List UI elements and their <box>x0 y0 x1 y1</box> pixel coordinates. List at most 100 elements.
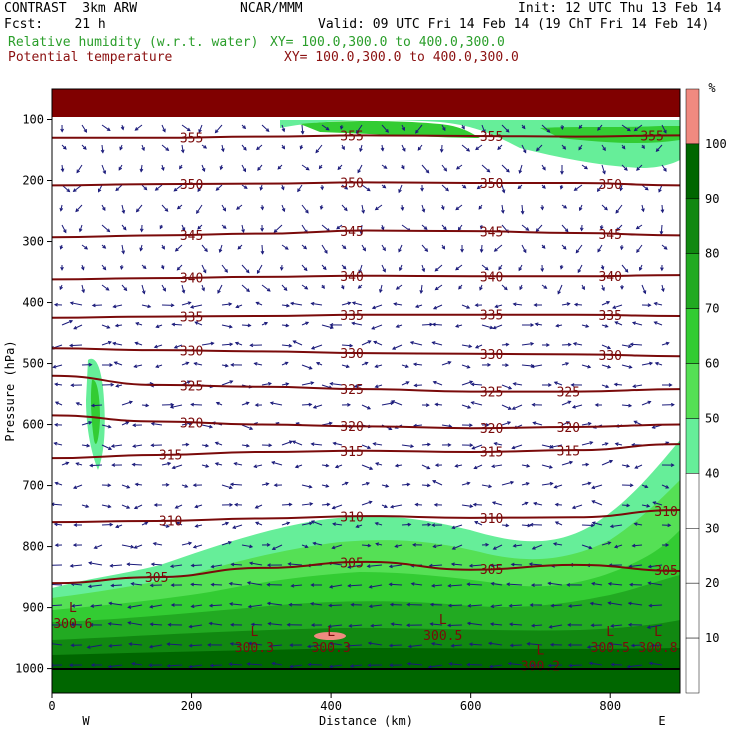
wind-arrow-head <box>175 521 180 526</box>
forecast-hour: Fcst: 21 h <box>4 17 106 32</box>
wind-arrow-head <box>53 441 58 446</box>
wind-arrow-head <box>506 168 510 173</box>
wind-arrow-head <box>256 146 260 151</box>
wind-arrow <box>301 382 314 386</box>
wind-arrow-head <box>489 563 494 568</box>
theta-line-340 <box>52 274 680 281</box>
wind-arrow-head <box>54 481 59 486</box>
wind-arrow-head <box>385 484 390 488</box>
wind-arrow-head <box>162 287 166 292</box>
wind-arrow-head <box>207 643 212 647</box>
wind-arrow-head <box>60 168 65 173</box>
theta-label: 340 <box>340 270 363 285</box>
wind-arrow-head <box>461 125 465 130</box>
wind-arrow <box>301 284 308 290</box>
wind-arrow-head <box>367 641 372 646</box>
wind-arrow-head <box>432 380 437 385</box>
wind-arrow-head <box>230 363 235 367</box>
wind-arrow-head <box>424 248 429 252</box>
wind-arrow-head <box>566 583 571 587</box>
wind-arrow <box>255 521 263 526</box>
wind-arrow-head <box>636 167 640 171</box>
wind-arrow <box>271 461 283 466</box>
wind-arrow <box>191 564 203 567</box>
wind-arrow <box>195 504 203 508</box>
wind-arrow-head <box>289 664 294 669</box>
wind-arrow <box>601 301 610 306</box>
wind-arrow-head <box>626 464 631 468</box>
theta-label: 355 <box>640 130 663 145</box>
wind-arrow <box>301 124 304 134</box>
wind-arrow-head <box>431 523 436 527</box>
wind-arrow-head <box>655 148 660 153</box>
wind-arrow-head <box>401 127 406 132</box>
wind-arrow-head <box>148 644 153 649</box>
wind-arrow-head <box>347 402 352 407</box>
wind-arrow-head <box>610 662 615 667</box>
wind-arrow <box>360 224 363 234</box>
wind-arrow-head <box>72 543 77 547</box>
wind-arrow-head <box>81 289 86 294</box>
wind-arrow-head <box>631 321 637 326</box>
wind-arrow-head <box>159 225 164 230</box>
wind-arrow <box>369 604 383 608</box>
wind-arrow <box>151 423 163 426</box>
wind-arrow <box>521 224 529 231</box>
wind-arrow <box>531 624 543 627</box>
wind-arrow <box>448 604 463 607</box>
wind-arrow <box>270 402 283 406</box>
wind-arrow <box>161 124 166 132</box>
wind-arrow <box>649 662 663 666</box>
wind-arrow-head <box>229 642 234 646</box>
wind-arrow <box>501 184 505 193</box>
wind-arrow <box>361 184 371 191</box>
wind-arrow <box>561 421 570 426</box>
wind-arrow <box>361 482 370 486</box>
wind-arrow <box>79 224 83 232</box>
wind-arrow-head <box>210 582 215 587</box>
wind-arrow-head <box>332 522 337 526</box>
wind-arrow <box>469 564 483 567</box>
wind-arrow-head <box>648 603 653 608</box>
low-letter: L <box>69 601 77 616</box>
wind-arrow-head <box>362 247 366 252</box>
wind-arrow <box>81 444 90 447</box>
wind-arrow <box>597 124 603 131</box>
theta-label: 320 <box>340 420 363 435</box>
colorbar-label: 30 <box>705 521 719 535</box>
field1-xy: XY= 100.0,300.0 to 400.0,300.0 <box>270 35 505 50</box>
wind-arrow-head <box>584 165 588 170</box>
wind-arrow-head <box>267 381 273 386</box>
wind-arrow-head <box>540 268 545 273</box>
wind-arrow <box>81 421 92 426</box>
wind-arrow <box>661 342 669 346</box>
wind-arrow-head <box>466 481 471 486</box>
wind-arrow-head <box>624 167 628 171</box>
wind-arrow <box>256 144 263 150</box>
wind-arrow-head <box>493 248 498 252</box>
wind-arrow <box>248 642 263 646</box>
wind-arrow-head <box>243 185 248 189</box>
wind-arrow-head <box>441 245 446 250</box>
wind-arrow-head <box>315 149 320 154</box>
wind-arrow-head <box>149 622 154 627</box>
wind-arrow-head <box>425 169 430 174</box>
wind-arrow <box>247 582 263 586</box>
wind-arrow <box>161 204 169 212</box>
wind-arrow <box>310 602 323 606</box>
wind-arrow <box>255 504 263 509</box>
wind-arrow-head <box>358 269 363 274</box>
wind-arrow <box>641 362 653 366</box>
wind-arrow <box>115 324 123 327</box>
x-end-east: E <box>658 714 665 728</box>
wind-arrow <box>333 442 343 446</box>
wind-arrow <box>281 440 293 446</box>
wind-arrow <box>421 264 425 272</box>
wind-arrow-head <box>108 643 113 648</box>
wind-arrow <box>88 584 103 588</box>
wind-arrow-head <box>299 145 304 150</box>
wind-arrow <box>230 643 243 646</box>
wind-arrow <box>369 584 383 588</box>
wind-arrow-head <box>549 444 554 449</box>
wind-arrow-head <box>599 226 604 231</box>
